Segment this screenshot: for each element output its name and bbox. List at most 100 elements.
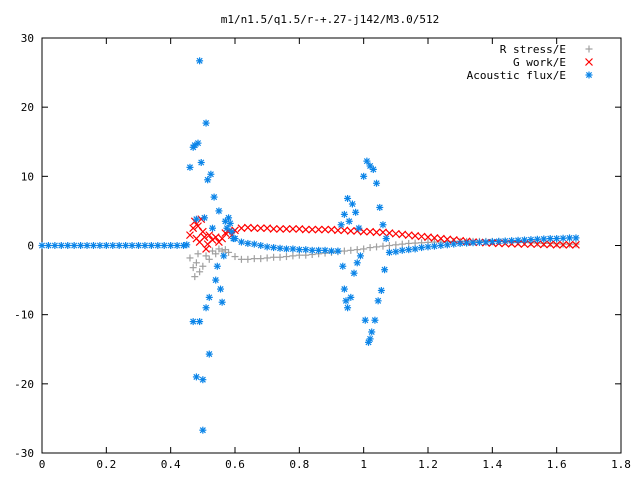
data-point: [102, 242, 110, 249]
data-point: [89, 242, 97, 249]
data-point: [186, 254, 194, 262]
data-point: [342, 297, 350, 305]
x-tick-label: 1.8: [611, 458, 631, 471]
data-point: [373, 243, 381, 251]
data-point: [391, 229, 400, 238]
data-point: [430, 233, 439, 242]
data-point: [269, 224, 278, 233]
data-point: [257, 255, 265, 263]
data-point: [385, 248, 393, 256]
data-point: [405, 239, 413, 247]
series-2: [38, 57, 580, 434]
data-point: [308, 225, 317, 234]
data-point: [38, 242, 46, 249]
data-point: [173, 242, 181, 249]
x-tick-label: 1.4: [482, 458, 502, 471]
data-point: [339, 262, 347, 270]
data-point: [128, 242, 136, 249]
y-tick-label: -30: [14, 447, 34, 460]
y-tick-label: -10: [14, 309, 34, 322]
data-point: [424, 233, 432, 242]
data-point: [411, 245, 419, 253]
data-point: [198, 227, 207, 236]
data-point: [371, 316, 379, 324]
data-point: [379, 228, 387, 237]
data-point: [302, 246, 310, 254]
legend-label: R stress/E: [500, 43, 566, 56]
data-point: [340, 247, 348, 255]
data-point: [208, 224, 216, 232]
data-point: [215, 207, 223, 215]
data-point: [334, 226, 342, 235]
data-point: [217, 285, 225, 293]
data-point: [212, 276, 220, 284]
data-point: [363, 157, 371, 165]
data-point: [366, 244, 374, 252]
data-point: [197, 159, 205, 166]
data-point: [196, 268, 204, 276]
data-point: [501, 237, 509, 245]
data-point: [202, 245, 210, 253]
data-point: [196, 57, 204, 65]
data-point: [256, 224, 265, 233]
data-point: [356, 252, 364, 260]
data-point: [282, 224, 291, 233]
data-point: [243, 223, 252, 232]
data-point: [282, 245, 290, 253]
data-point: [202, 119, 210, 127]
data-point: [553, 235, 561, 243]
data-point: [417, 232, 426, 241]
data-point: [340, 210, 348, 218]
data-point: [405, 246, 413, 254]
data-point: [337, 221, 345, 229]
chart-title: m1/n1.5/q1.5/r-+.27-j142/M3.0/512: [221, 13, 440, 26]
data-point: [482, 238, 490, 246]
data-point: [44, 242, 52, 249]
data-point: [572, 240, 580, 249]
y-tick-label: 0: [27, 240, 34, 253]
data-point: [546, 240, 555, 249]
data-point: [199, 426, 207, 434]
data-point: [443, 235, 452, 244]
x-tick-label: 1.6: [547, 458, 567, 471]
data-point: [360, 245, 368, 253]
data-point: [539, 240, 548, 249]
data-point: [328, 247, 335, 255]
data-point: [352, 208, 360, 216]
data-point: [345, 217, 353, 225]
data-point: [218, 234, 227, 243]
data-point: [263, 254, 271, 262]
data-point: [377, 286, 385, 294]
data-point: [231, 235, 239, 243]
data-point: [398, 240, 406, 248]
data-point: [411, 231, 420, 240]
data-point: [263, 224, 272, 233]
data-point: [559, 234, 567, 242]
data-point: [443, 241, 451, 249]
legend-label: G work/E: [513, 56, 566, 69]
data-point: [379, 221, 387, 229]
x-tick-label: 0.4: [161, 458, 181, 471]
data-point: [115, 242, 123, 249]
data-point: [469, 239, 477, 247]
data-point: [301, 225, 310, 234]
data-point: [202, 252, 210, 260]
data-point: [508, 237, 516, 245]
data-point: [521, 236, 528, 244]
data-point: [372, 228, 381, 237]
data-point: [566, 234, 574, 242]
data-point: [196, 318, 204, 326]
data-point: [418, 244, 426, 252]
data-point: [382, 235, 390, 243]
data-point: [552, 240, 561, 249]
data-point: [463, 239, 471, 247]
data-point: [381, 266, 389, 274]
data-point: [359, 227, 368, 236]
data-point: [392, 248, 400, 256]
data-point: [96, 242, 104, 249]
data-point: [276, 224, 284, 233]
series-1: [186, 215, 580, 253]
data-point: [186, 163, 194, 171]
data-point: [154, 242, 162, 249]
